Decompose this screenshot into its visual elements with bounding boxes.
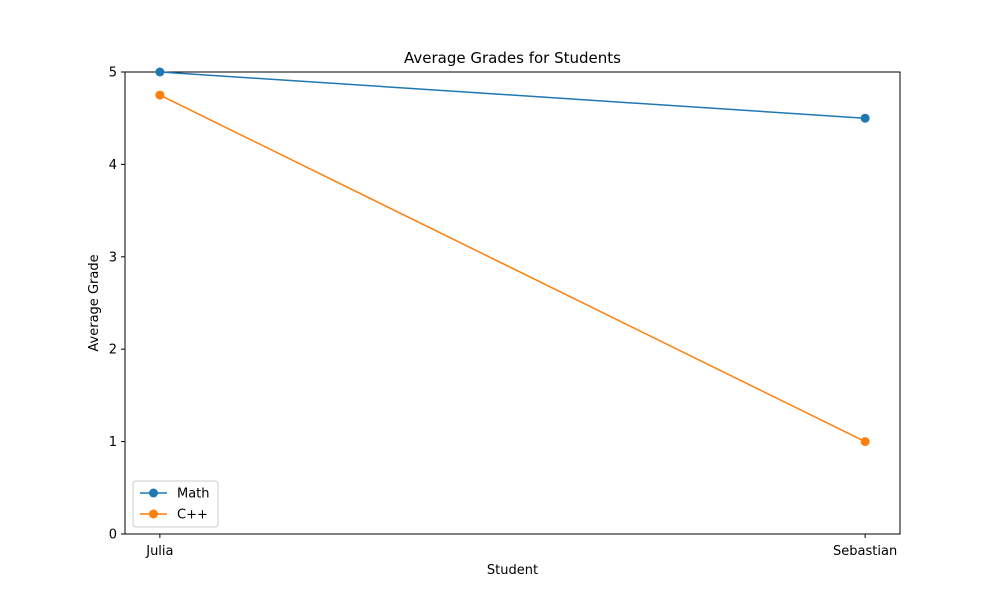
plot-area-frame bbox=[124, 71, 901, 535]
data-point-math bbox=[860, 113, 870, 123]
data-point-c bbox=[155, 90, 165, 100]
series-line-c bbox=[159, 94, 866, 443]
y-tick-label: 4 bbox=[109, 158, 117, 173]
y-tick-label: 1 bbox=[109, 435, 117, 450]
data-point-c bbox=[860, 437, 870, 447]
x-axis-label: Student bbox=[487, 563, 538, 578]
legend-label: Math bbox=[177, 487, 210, 502]
legend-marker bbox=[149, 509, 158, 519]
x-tick-label: Julia bbox=[145, 544, 173, 559]
y-axis-label: Average Grade bbox=[87, 254, 102, 351]
y-tick-label: 2 bbox=[109, 343, 117, 358]
y-tick-label: 0 bbox=[109, 528, 117, 543]
y-tick-label: 3 bbox=[109, 250, 117, 265]
data-point-math bbox=[155, 67, 165, 77]
y-tick-label: 5 bbox=[109, 66, 117, 81]
legend-label: C++ bbox=[177, 508, 208, 523]
x-tick-label: Sebastian bbox=[833, 544, 897, 559]
legend-marker bbox=[149, 488, 158, 498]
series-line-math bbox=[159, 71, 866, 119]
chart-title: Average Grades for Students bbox=[404, 49, 621, 67]
